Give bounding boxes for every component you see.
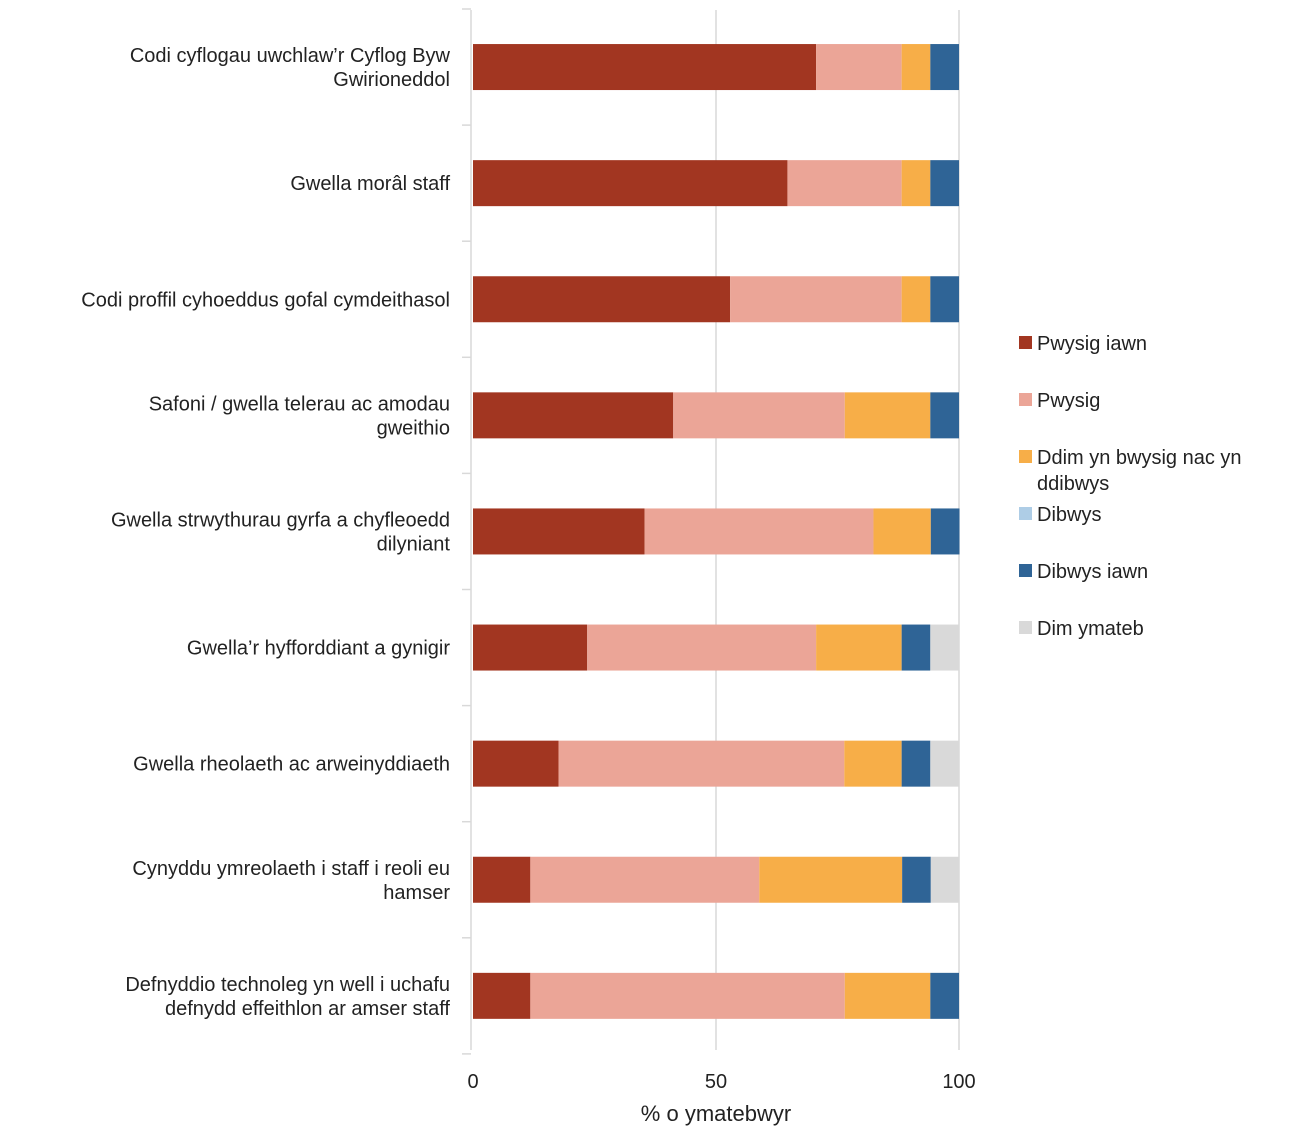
- bar-segment: [473, 972, 531, 1019]
- bar-segment: [930, 856, 960, 903]
- category-label: Gwella’r hyfforddiant a gynigir: [187, 638, 450, 660]
- category-label: Codi proffil cyhoeddus gofal cymdeithaso…: [81, 289, 450, 311]
- bar-segment: [844, 392, 931, 439]
- bar-segment: [644, 508, 874, 555]
- legend-label: Dibwys iawn: [1037, 561, 1148, 583]
- x-tick-label: 50: [705, 1071, 727, 1093]
- bar-segment: [558, 740, 845, 787]
- legend-label: Dibwys: [1037, 504, 1101, 526]
- category-label: Gwella morâl staff: [290, 173, 450, 195]
- category-label: Cynyddu ymreolaeth i staff i reoli eu: [132, 858, 450, 880]
- legend-swatch: [1019, 450, 1032, 463]
- bar-segment: [901, 276, 931, 323]
- bar-segment: [473, 160, 788, 207]
- x-tick-label: 0: [467, 1071, 478, 1093]
- bar-segment: [473, 276, 731, 323]
- bar-segment: [473, 624, 588, 671]
- bar-segment: [844, 972, 931, 1019]
- category-label: dilyniant: [377, 533, 451, 555]
- bar-segment: [816, 624, 902, 671]
- bar-segment: [873, 508, 931, 555]
- bar-segment: [930, 276, 959, 323]
- x-tick-labels: 0 50 100: [467, 1071, 975, 1093]
- bar-segment: [673, 392, 845, 439]
- category-label: Gwella strwythurau gyrfa a chyfleoedd: [111, 509, 450, 531]
- bar-segment: [473, 508, 645, 555]
- bars: [473, 44, 960, 1019]
- legend-swatch: [1019, 621, 1032, 634]
- bar-segment: [901, 44, 931, 91]
- bar-segment: [902, 856, 931, 903]
- bar-segment: [816, 44, 902, 91]
- bar-segment: [901, 740, 931, 787]
- legend-label: Ddim yn bwysig nac yn: [1037, 447, 1242, 469]
- bar-segment: [730, 276, 902, 323]
- category-labels: Codi cyflogau uwchlaw’r Cyflog BywGwirio…: [81, 45, 450, 1020]
- bar-segment: [930, 972, 959, 1019]
- bar-segment: [930, 508, 960, 555]
- bar-segment: [930, 392, 959, 439]
- legend-label: Dim ymateb: [1037, 618, 1144, 640]
- legend: Pwysig iawn Pwysig Ddim yn bwysig nac yn dd…: [1019, 333, 1242, 640]
- legend-swatch: [1019, 507, 1032, 520]
- legend-label: ddibwys: [1037, 473, 1109, 495]
- category-label: Safoni / gwella telerau ac amodau: [149, 393, 450, 415]
- bar-segment: [901, 160, 931, 207]
- bar-segment: [844, 740, 902, 787]
- bar-segment: [530, 856, 760, 903]
- legend-swatch: [1019, 564, 1032, 577]
- category-label: Codi cyflogau uwchlaw’r Cyflog Byw: [130, 45, 451, 67]
- bar-segment: [473, 44, 817, 91]
- category-label: Defnyddio technoleg yn well i uchafu: [125, 974, 450, 996]
- category-label: Gwirioneddol: [333, 69, 450, 91]
- bar-segment: [473, 856, 531, 903]
- bar-segment: [787, 160, 902, 207]
- legend-swatch: [1019, 393, 1032, 406]
- category-label: hamser: [383, 882, 450, 904]
- bar-segment: [930, 160, 959, 207]
- bar-segment: [473, 740, 559, 787]
- bar-segment: [930, 624, 959, 671]
- bar-segment: [473, 392, 674, 439]
- category-label: defnydd effeithlon ar amser staff: [165, 998, 450, 1020]
- bar-segment: [930, 44, 959, 91]
- axes: [462, 8, 472, 1055]
- category-label: Gwella rheolaeth ac arweinyddiaeth: [133, 754, 450, 776]
- x-tick-label: 100: [942, 1071, 975, 1093]
- bar-segment: [930, 740, 959, 787]
- bar-segment: [759, 856, 903, 903]
- bar-segment: [901, 624, 931, 671]
- legend-swatch: [1019, 336, 1032, 349]
- bar-segment: [587, 624, 817, 671]
- bar-segment: [530, 972, 845, 1019]
- legend-label: Pwysig iawn: [1037, 333, 1147, 355]
- x-axis-title: % o ymatebwyr: [641, 1101, 791, 1126]
- category-label: gweithio: [377, 417, 450, 439]
- legend-label: Pwysig: [1037, 390, 1100, 412]
